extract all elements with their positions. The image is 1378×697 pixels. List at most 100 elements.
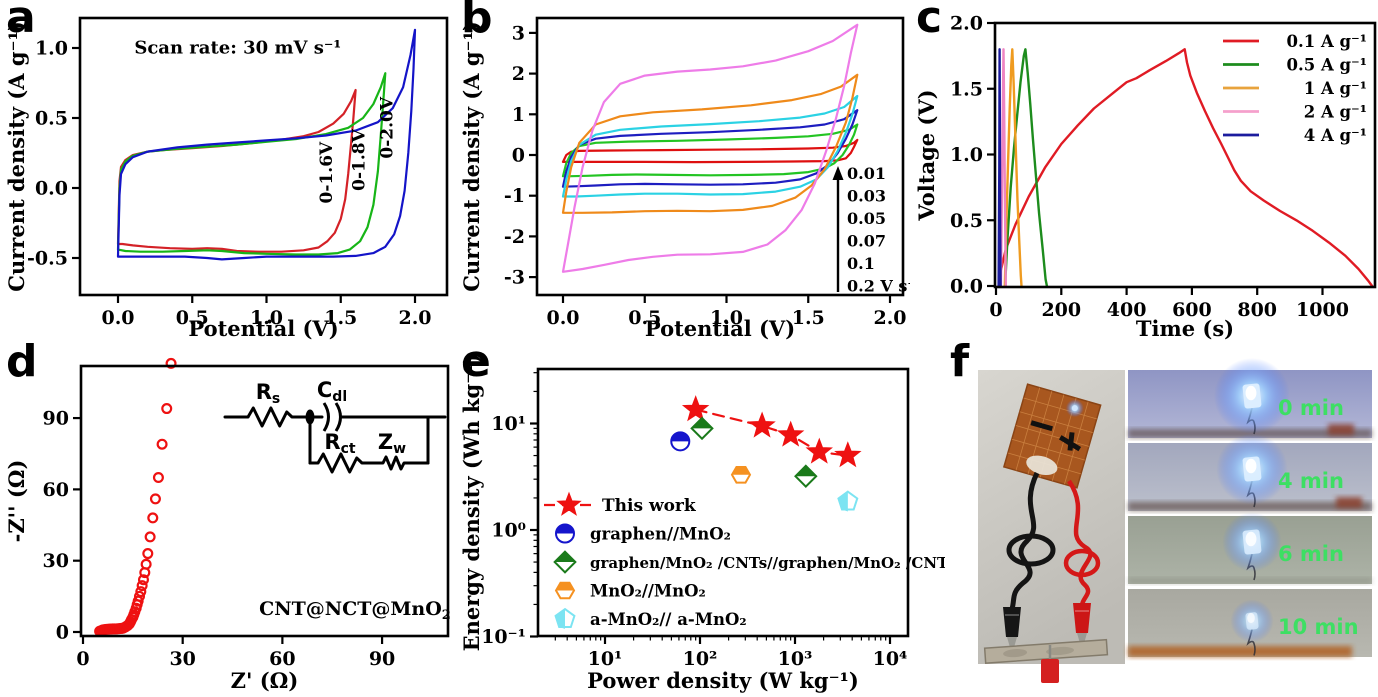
black-wire <box>1009 471 1040 610</box>
svg-text:-Z'' (Ω): -Z'' (Ω) <box>4 460 29 543</box>
svg-text:600: 600 <box>1172 299 1212 321</box>
svg-text:1.5: 1.5 <box>950 78 983 100</box>
svg-text:0.1: 0.1 <box>847 254 875 273</box>
svg-text:0: 0 <box>989 299 1002 321</box>
device-photo <box>978 370 1125 683</box>
svg-text:1.5: 1.5 <box>324 307 357 329</box>
svg-text:1.0: 1.0 <box>35 38 68 60</box>
svg-text:0.1 A g⁻¹: 0.1 A g⁻¹ <box>1287 32 1367 51</box>
svg-text:-3: -3 <box>504 267 525 289</box>
panel-f-photos: 0 min 4 min 6 min 10 min <box>945 345 1378 697</box>
led-photo-frame: 6 min <box>1128 512 1372 584</box>
cv-scanrates-chart: 0.0 0.5 1.0 1.5 2.0 -3 -2 -1 0 1 2 3 Potential (V) Cu… <box>459 16 910 341</box>
svg-text:4 A g⁻¹: 4 A g⁻¹ <box>1304 126 1367 145</box>
panel-letter-c: c <box>916 0 943 43</box>
svg-text:30: 30 <box>169 648 195 670</box>
svg-text:graphen/MnO₂ /CNTs//graphen/Mn: graphen/MnO₂ /CNTs//graphen/MnO₂ /CNTs <box>590 554 945 572</box>
svg-text:1 A g⁻¹: 1 A g⁻¹ <box>1304 79 1367 98</box>
svg-text:0.03: 0.03 <box>847 187 886 206</box>
svg-text:30: 30 <box>43 550 69 572</box>
device-photos: 0 min 4 min 6 min 10 min <box>978 358 1372 683</box>
panel-letter-b: b <box>461 0 493 43</box>
red-connector <box>1041 659 1059 683</box>
svg-text:10¹: 10¹ <box>588 648 623 670</box>
svg-text:0.01: 0.01 <box>847 164 886 183</box>
svg-text:90: 90 <box>43 408 69 430</box>
svg-text:-2: -2 <box>504 226 525 248</box>
svg-text:90: 90 <box>369 648 395 670</box>
svg-text:200: 200 <box>1041 299 1081 321</box>
svg-text:0.5 A g⁻¹: 0.5 A g⁻¹ <box>1287 56 1367 75</box>
svg-text:2.0: 2.0 <box>950 13 983 35</box>
black-clip <box>1003 607 1021 651</box>
time-label: 6 min <box>1278 542 1344 566</box>
svg-text:0.2 V s⁻¹: 0.2 V s⁻¹ <box>847 277 910 296</box>
svg-text:800: 800 <box>1237 299 1277 321</box>
svg-text:graphen//MnO₂: graphen//MnO₂ <box>590 525 731 544</box>
svg-text:0.5: 0.5 <box>35 108 68 130</box>
svg-text:0.0: 0.0 <box>950 276 983 298</box>
red-clip <box>1073 603 1091 647</box>
svg-text:Potential (V): Potential (V) <box>645 316 795 341</box>
svg-text:Zw: Zw <box>378 430 406 457</box>
svg-text:0.0: 0.0 <box>35 178 68 200</box>
svg-text:2.0: 2.0 <box>873 307 906 329</box>
svg-text:a-MnO₂// a-MnO₂: a-MnO₂// a-MnO₂ <box>590 610 747 629</box>
svg-text:0-1.6V: 0-1.6V <box>317 141 337 203</box>
svg-text:1.0: 1.0 <box>950 144 983 166</box>
led-photo-frame: 10 min <box>1128 589 1372 657</box>
svg-text:Time (s): Time (s) <box>1136 316 1234 341</box>
panel-d-nyquist: 0 30 60 90 0 30 60 90 Z' (Ω) -Z'' (Ω) Rs Cdl Rct Zw CN… <box>0 345 455 697</box>
led-photo-frame: 4 min <box>1128 433 1372 511</box>
panel-b-cv-scanrates: 0.0 0.5 1.0 1.5 2.0 -3 -2 -1 0 1 2 3 Potential (V) Cu… <box>455 0 910 345</box>
svg-text:1: 1 <box>512 104 525 126</box>
svg-text:0.5: 0.5 <box>176 307 209 329</box>
panel-letter-a: a <box>6 0 36 43</box>
svg-text:0.0: 0.0 <box>546 307 579 329</box>
svg-text:10⁰: 10⁰ <box>491 520 526 542</box>
svg-text:3: 3 <box>512 22 525 44</box>
svg-text:Energy density (Wh kg⁻¹): Energy density (Wh kg⁻¹) <box>459 354 484 652</box>
svg-text:Cdl: Cdl <box>317 378 347 405</box>
svg-text:-0.5: -0.5 <box>27 248 68 270</box>
svg-text:0.5: 0.5 <box>628 307 661 329</box>
svg-text:10²: 10² <box>683 648 718 670</box>
svg-text:Potential (V): Potential (V) <box>188 316 338 341</box>
svg-text:2 A g⁻¹: 2 A g⁻¹ <box>1304 103 1367 122</box>
svg-text:Rct: Rct <box>324 430 355 457</box>
svg-text:60: 60 <box>43 479 69 501</box>
svg-text:1.5: 1.5 <box>792 307 825 329</box>
svg-text:2: 2 <box>512 63 525 85</box>
panel-letter-e: e <box>461 336 491 387</box>
svg-text:400: 400 <box>1107 299 1147 321</box>
circuit-board <box>1002 383 1102 489</box>
nyquist-chart: 0 30 60 90 0 30 60 90 Z' (Ω) -Z'' (Ω) Rs Cdl Rct Zw CN… <box>4 357 451 693</box>
panel-e-ragone: 10¹ 10² 10³ 10⁴ 10⁻¹ 10⁰ 10¹ Power density (W k… <box>455 345 945 697</box>
svg-text:10⁻¹: 10⁻¹ <box>481 626 526 648</box>
panel-c-gcd: 0 200 400 600 800 1000 0.0 0.5 1.0 1.5 2.0 Time (s)… <box>910 0 1378 345</box>
time-label: 0 min <box>1278 396 1344 420</box>
svg-text:0.05: 0.05 <box>847 209 886 228</box>
svg-text:1.0: 1.0 <box>710 307 743 329</box>
time-label: 10 min <box>1278 615 1359 639</box>
svg-text:1000: 1000 <box>1296 299 1349 321</box>
svg-text:0.0: 0.0 <box>101 307 134 329</box>
svg-text:Scan rate: 30 mV s⁻¹: Scan rate: 30 mV s⁻¹ <box>134 38 341 59</box>
svg-text:-1: -1 <box>504 185 525 207</box>
svg-text:0: 0 <box>76 648 89 670</box>
svg-text:10⁴: 10⁴ <box>873 648 908 670</box>
svg-text:60: 60 <box>269 648 295 670</box>
svg-text:Rs: Rs <box>256 380 281 407</box>
panel-letter-d: d <box>6 336 38 387</box>
svg-text:0: 0 <box>56 622 69 644</box>
svg-text:Current density (A g⁻¹): Current density (A g⁻¹) <box>4 21 29 292</box>
svg-text:10¹: 10¹ <box>491 413 526 435</box>
svg-text:Power density (W kg⁻¹): Power density (W kg⁻¹) <box>587 668 859 693</box>
svg-text:0: 0 <box>512 145 525 167</box>
svg-text:0-1.8V: 0-1.8V <box>350 128 370 190</box>
svg-text:MnO₂//MnO₂: MnO₂//MnO₂ <box>590 582 706 601</box>
red-wire <box>1067 479 1093 606</box>
svg-text:Current density (A g⁻¹): Current density (A g⁻¹) <box>459 21 484 292</box>
svg-text:This work: This work <box>602 496 697 516</box>
